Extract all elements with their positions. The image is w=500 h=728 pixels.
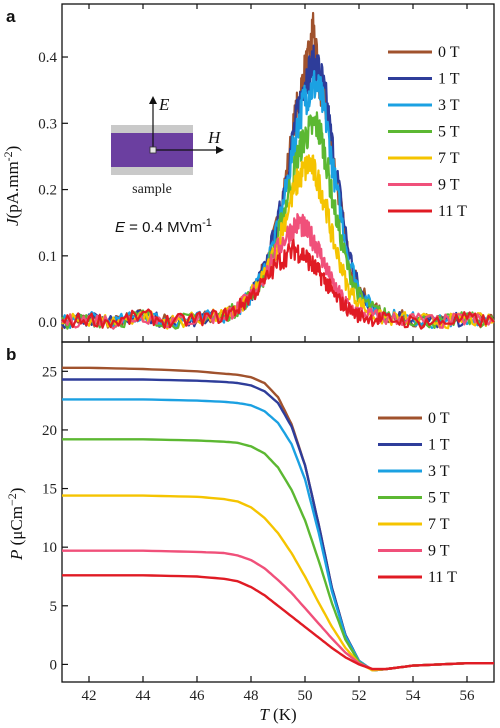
panel-a-y-tick-label: 0.4 [38,50,57,66]
inset-sample-label: sample [132,182,172,197]
panel-b-y-tick-label: 15 [42,482,57,498]
panel-b-series-lines [62,366,494,672]
panel-b-y-tick-label: 5 [50,599,58,615]
panel-a-legend-label: 11 T [438,203,467,220]
panel-a-legend-label: 5 T [438,124,460,141]
panel-b-x-tick-label: 50 [298,688,313,704]
field-annotation-exp: -1 [202,217,212,229]
panel-a-y-unit: (pA.mm [3,161,22,218]
panel-b-x-ticks: 42 44 46 48 50 52 54 56 [82,676,476,704]
panel-b-x-tick-label: 52 [352,688,367,704]
panel-a-y-exp: -2 [1,151,15,161]
panel-b-legend-label: 11 T [428,569,457,586]
panel-b-legend-label: 3 T [428,463,450,480]
h-field-arrowhead [216,146,224,154]
panel-b-legend-label: 9 T [428,543,450,560]
panel-a-legend: 0 T 1 T 3 T 5 T 7 T 9 T 11 T [388,44,467,220]
panel-b-legend-label: 1 T [428,437,450,454]
panel-a-legend-label: 9 T [438,177,460,194]
panel-a-y-tick-label: 0.2 [38,183,57,199]
panel-a-x-ticks [88,4,468,342]
panel-b-x-tick-label: 54 [406,688,422,704]
field-annotation-prefix: E [115,219,126,236]
panel-b-y-symbol: P [7,550,26,561]
panel-b-series-line-6 [62,574,494,671]
panel-a-legend-label: 7 T [438,150,460,167]
panel-a-y-axis-label: J(pA.mm-2) [1,146,22,226]
panel-b-y-ticks: 0 5 10 15 20 25 [42,364,68,673]
panel-a-chart: a 0.00.10.20.30.4 J(pA.mm-2) E H sample … [1,3,496,343]
panel-b-legend-label: 7 T [428,516,450,533]
panel-b-legend: 0 T 1 T 3 T 5 T 7 T 9 T 11 T [378,410,457,586]
panel-b-y-close: ) [7,488,26,494]
sample-inset: E H sample [111,95,224,197]
panel-b-x-tick-label: 44 [136,688,152,704]
panel-b-label: b [6,345,16,364]
panel-b-legend-label: 5 T [428,490,450,507]
panel-b-x-unit: (K) [269,705,297,724]
panel-b-x-axis-label: T (K) [259,705,296,724]
panel-b-x-tick-label: 48 [244,688,259,704]
field-annotation: E = 0.4 MVm-1 [115,217,212,236]
panel-b-x-tick-label: 42 [82,688,97,704]
panel-b-y-tick-label: 25 [42,364,57,380]
panel-a-y-tick-label: 0.1 [38,249,57,265]
e-field-arrowhead [149,96,157,104]
panel-b-x-tick-label: 46 [190,688,206,704]
panel-a-series-line-6 [61,238,495,330]
panel-a-series-line-1 [61,44,495,330]
panel-a-y-ticks: 0.0 0.1 0.2 0.3 0.4 [38,50,68,331]
panel-a-series-line-5 [61,213,495,330]
panel-b-x-symbol: T [259,705,270,724]
inset-e-label: E [158,95,170,114]
panel-b-frame [61,341,495,683]
panel-a-series-line-2 [61,70,495,330]
panel-b-y-exp: −2 [5,493,19,506]
inset-h-label: H [207,128,222,147]
panel-b-x-tick-label: 56 [460,688,476,704]
panel-a-y-tick-label: 0.0 [38,315,57,331]
panel-b-y-tick-label: 10 [42,540,57,556]
panel-a-y-close: ) [3,146,22,152]
panel-a-label: a [6,7,16,26]
electrode-contact [149,146,157,154]
panel-a-legend-label: 0 T [438,44,460,61]
panel-a-y-symbol: J [3,217,22,226]
panel-b-y-tick-label: 0 [50,657,58,673]
panel-a-series-line-3 [61,111,495,330]
panel-a-y-tick-label: 0.3 [38,116,57,132]
panel-a-series-lines [60,11,496,330]
panel-a-legend-label: 3 T [438,97,460,114]
field-annotation-text: = 0.4 MVm [125,219,202,236]
panel-b-y-tick-label: 20 [42,423,57,439]
panel-b-legend-label: 0 T [428,410,450,427]
panel-b-y-unit: (μCm [7,506,26,550]
panel-a-legend-label: 1 T [438,71,460,88]
panel-b-y-axis-label: P (μCm−2) [5,488,26,561]
